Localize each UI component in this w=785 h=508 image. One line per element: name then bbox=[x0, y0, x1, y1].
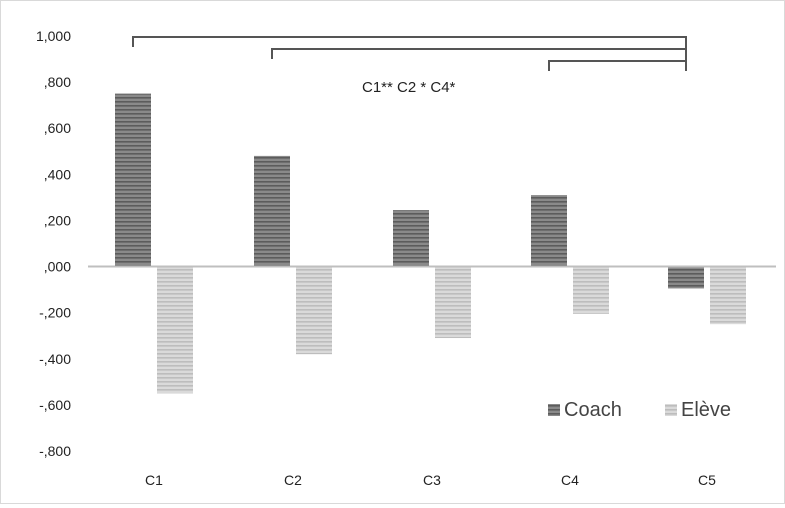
y-tick-label: 1,000 bbox=[36, 28, 71, 44]
significance-bracket bbox=[548, 60, 687, 71]
coach-bar-c3 bbox=[393, 210, 429, 267]
coach-bar-c2 bbox=[254, 155, 290, 267]
y-tick-label: ,200 bbox=[44, 212, 71, 228]
eleve-legend-swatch bbox=[665, 404, 677, 416]
y-tick-label: -,800 bbox=[39, 443, 71, 459]
coach-legend-label: Coach bbox=[564, 399, 622, 421]
y-tick-label: ,800 bbox=[44, 74, 71, 90]
eleve-legend-label: Elève bbox=[681, 399, 731, 421]
x-tick-label: C2 bbox=[284, 472, 302, 488]
significance-bracket bbox=[271, 48, 687, 59]
y-tick-label: ,000 bbox=[44, 259, 71, 275]
y-tick-label: -,400 bbox=[39, 351, 71, 367]
coach-legend-swatch bbox=[548, 404, 560, 416]
x-tick-label: C1 bbox=[145, 472, 163, 488]
significance-bracket bbox=[132, 36, 687, 47]
x-tick-label: C4 bbox=[561, 472, 579, 488]
coach-bar-c4 bbox=[531, 195, 567, 267]
y-tick-label: ,400 bbox=[44, 166, 71, 182]
y-tick-label: -,200 bbox=[39, 305, 71, 321]
eleve-bar-c3 bbox=[435, 266, 471, 339]
eleve-bar-c5 bbox=[710, 266, 746, 325]
eleve-bar-c2 bbox=[296, 266, 332, 355]
coach-bar-c5 bbox=[668, 266, 704, 289]
x-tick-label: C3 bbox=[423, 472, 441, 488]
y-tick-label: ,600 bbox=[44, 120, 71, 136]
legend: Coach Elève bbox=[548, 399, 731, 421]
y-tick-label: -,600 bbox=[39, 397, 71, 413]
coach-bar-c1 bbox=[115, 93, 151, 267]
eleve-bar-c4 bbox=[573, 266, 609, 314]
x-tick-label: C5 bbox=[698, 472, 716, 488]
significance-annotation: C1** C2 * C4* bbox=[362, 79, 456, 96]
eleve-bar-c1 bbox=[157, 266, 193, 394]
